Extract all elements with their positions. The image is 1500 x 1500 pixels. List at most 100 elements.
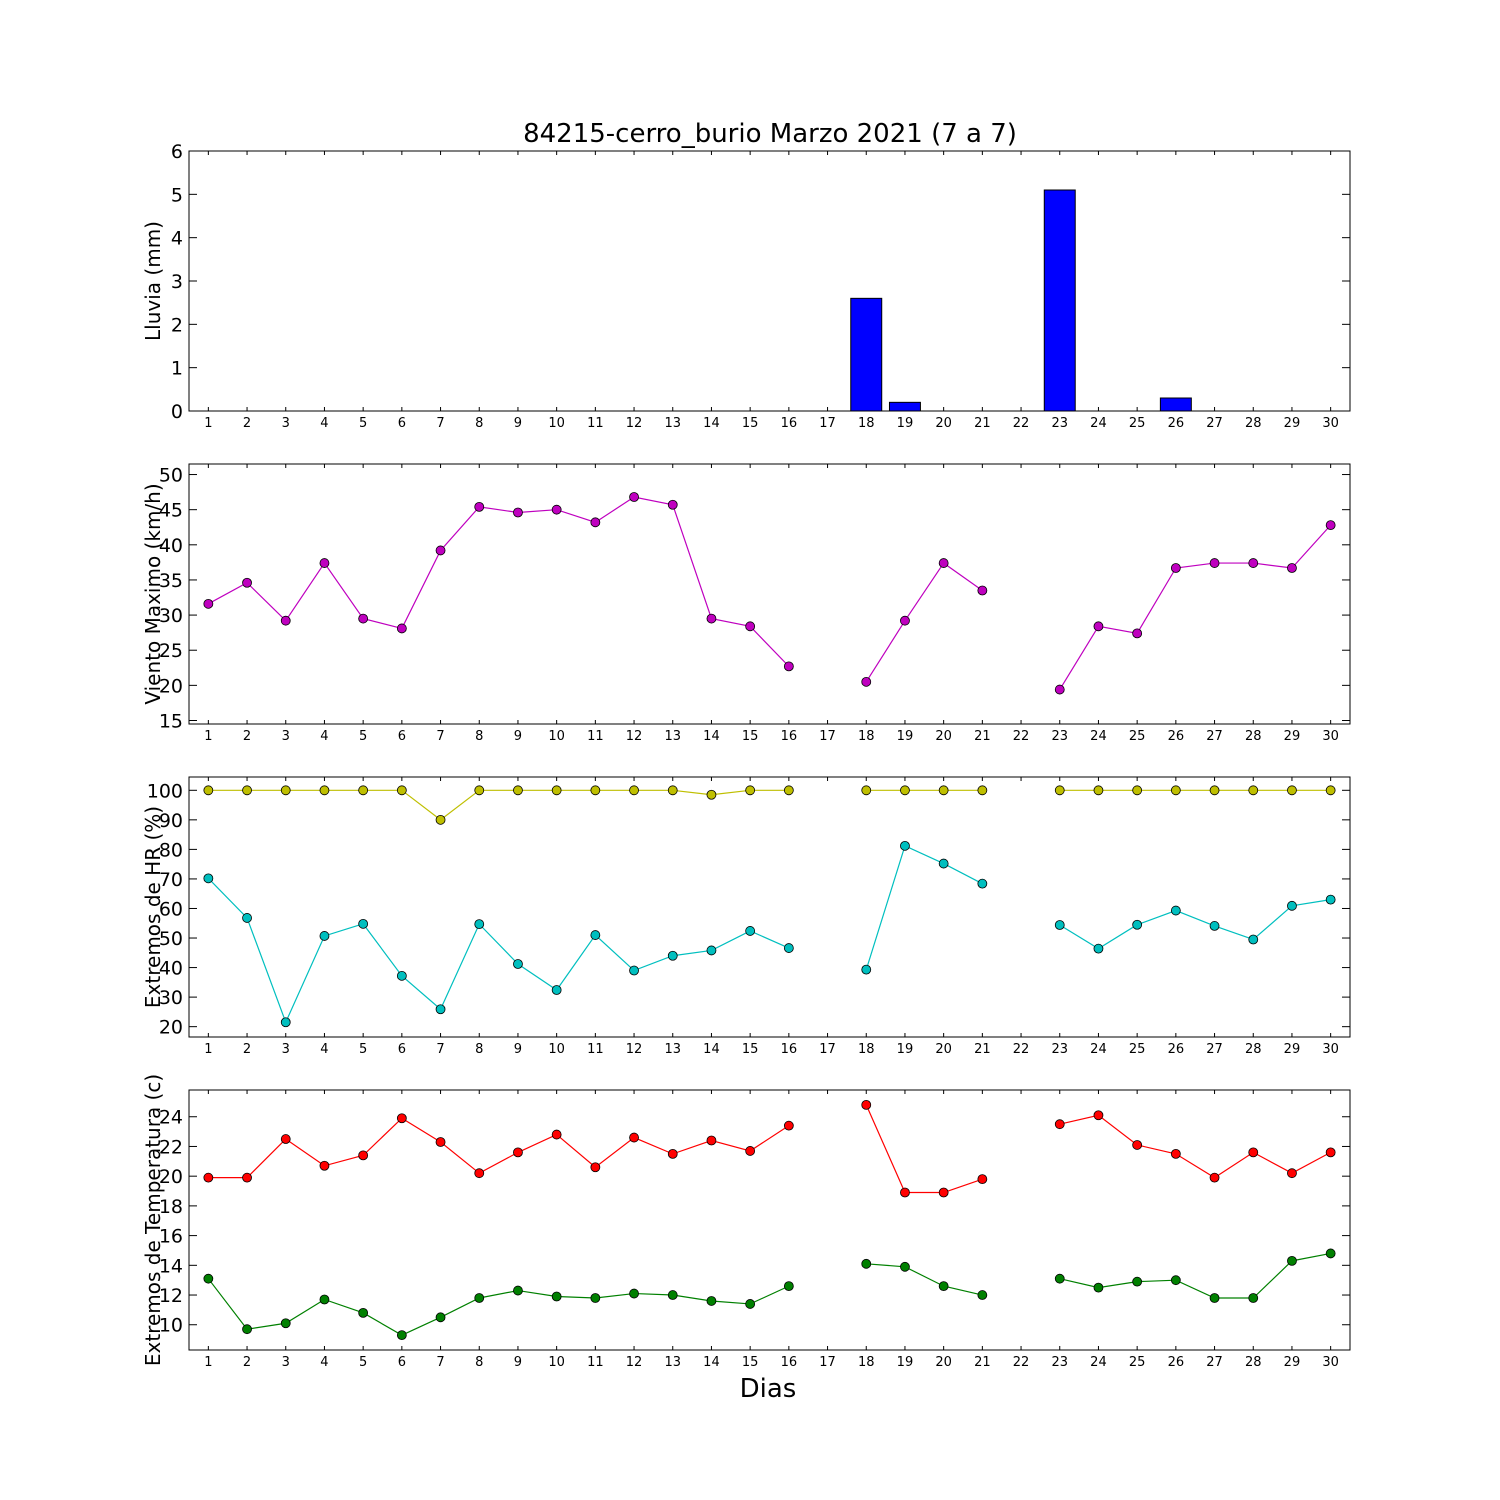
x-tick-label: 5 <box>359 729 367 744</box>
axes-frame <box>188 150 1351 412</box>
data-point <box>629 965 639 976</box>
data-point <box>1248 934 1259 945</box>
x-tick-label: 13 <box>664 729 681 744</box>
x-tick-label: 14 <box>703 1355 720 1370</box>
y-tick-label: 24 <box>159 1107 183 1129</box>
x-tick-label: 13 <box>664 1355 681 1370</box>
data-point <box>1325 520 1336 531</box>
series-temp-min <box>203 1248 1336 1341</box>
data-point <box>1209 785 1220 796</box>
x-tick-label: 8 <box>475 729 483 744</box>
x-tick-label: 11 <box>587 416 604 431</box>
data-point <box>590 1162 601 1173</box>
data-point <box>242 913 252 923</box>
x-tick-label: 23 <box>1051 1042 1068 1057</box>
y-tick-label: 50 <box>159 928 183 950</box>
series-viento-maximo <box>203 492 1336 695</box>
x-tick-label: 24 <box>1090 1042 1107 1057</box>
y-tick-label: 2 <box>171 314 183 336</box>
data-point <box>706 789 717 800</box>
data-point <box>203 785 214 796</box>
x-tick-label: 15 <box>742 729 759 744</box>
y-tick-label: 35 <box>159 570 183 592</box>
series-line <box>1059 524 1332 690</box>
x-tick-label: 6 <box>398 1355 406 1370</box>
x-tick-label: 6 <box>398 729 406 744</box>
x-tick-label: 30 <box>1322 1355 1339 1370</box>
data-point <box>551 1291 562 1302</box>
data-point <box>474 785 485 796</box>
x-tick-label: 26 <box>1168 729 1185 744</box>
data-point <box>1054 1119 1065 1130</box>
x-tick-label: 30 <box>1322 1042 1339 1057</box>
series-line <box>208 789 789 821</box>
x-tick-label: 11 <box>587 1042 604 1057</box>
data-point <box>745 1299 756 1309</box>
x-tick-label: 18 <box>858 729 875 744</box>
y-tick-label: 20 <box>159 1017 183 1039</box>
x-tick-label: 3 <box>282 729 290 744</box>
data-point <box>1287 785 1297 796</box>
data-point <box>396 970 407 981</box>
x-tick-label: 22 <box>1013 729 1030 744</box>
x-tick-label: 10 <box>548 1355 565 1370</box>
x-tick-label: 3 <box>282 1042 290 1057</box>
x-tick-label: 22 <box>1013 1355 1030 1370</box>
x-tick-label: 27 <box>1206 1042 1223 1057</box>
data-point <box>1170 563 1181 573</box>
series-line <box>1059 1114 1331 1179</box>
x-tick-label: 19 <box>897 416 914 431</box>
x-tick-label: 10 <box>548 729 565 744</box>
x-tick-label: 5 <box>359 1042 367 1057</box>
x-tick-label: 19 <box>897 729 914 744</box>
data-point <box>783 943 794 953</box>
x-tick-label: 27 <box>1206 1355 1223 1370</box>
x-tick-label: 27 <box>1206 416 1223 431</box>
x-tick-label: 13 <box>664 416 681 431</box>
data-point <box>1093 621 1104 632</box>
data-point <box>242 577 252 588</box>
x-tick-label: 28 <box>1245 729 1262 744</box>
y-tick-label: 20 <box>159 1166 183 1188</box>
data-point <box>783 1281 794 1292</box>
x-tick-label: 7 <box>436 1042 444 1057</box>
data-point <box>1054 1273 1065 1284</box>
data-point <box>977 585 988 596</box>
data-point <box>1093 943 1104 954</box>
data-point <box>745 1146 756 1156</box>
x-tick-label: 30 <box>1322 416 1339 431</box>
data-point <box>242 785 252 796</box>
series-line <box>865 845 983 970</box>
x-tick-label: 21 <box>974 416 991 431</box>
data-point <box>203 1273 214 1284</box>
x-tick-label: 25 <box>1129 1042 1146 1057</box>
data-point <box>667 1148 678 1159</box>
data-point <box>590 1293 601 1303</box>
x-tick-label: 29 <box>1284 729 1301 744</box>
x-tick-label: 27 <box>1206 729 1223 744</box>
x-tick-label: 7 <box>436 1355 444 1370</box>
data-point <box>280 1017 291 1028</box>
data-point <box>629 785 639 796</box>
data-point <box>319 785 330 796</box>
x-tick-label: 8 <box>475 416 483 431</box>
data-point <box>900 1261 910 1272</box>
y-tick-label: 45 <box>159 500 183 522</box>
data-point <box>1325 1248 1336 1259</box>
x-tick-label: 5 <box>359 416 367 431</box>
y-tick-label: 100 <box>147 780 183 802</box>
series-line <box>207 1278 790 1336</box>
data-point <box>1209 1172 1220 1183</box>
y-tick-label: 5 <box>171 184 183 206</box>
y-tick-label: 1 <box>171 358 183 380</box>
x-tick-label: 23 <box>1051 729 1068 744</box>
data-point <box>1248 1147 1259 1158</box>
x-tick-label: 16 <box>781 1355 798 1370</box>
series-line <box>1059 899 1331 950</box>
data-point <box>667 950 678 961</box>
series-hr-max <box>203 785 1336 825</box>
y-tick-label: 60 <box>159 898 183 920</box>
x-tick-label: 23 <box>1051 1355 1068 1370</box>
x-tick-label: 20 <box>935 1355 952 1370</box>
x-tick-label: 22 <box>1013 416 1030 431</box>
